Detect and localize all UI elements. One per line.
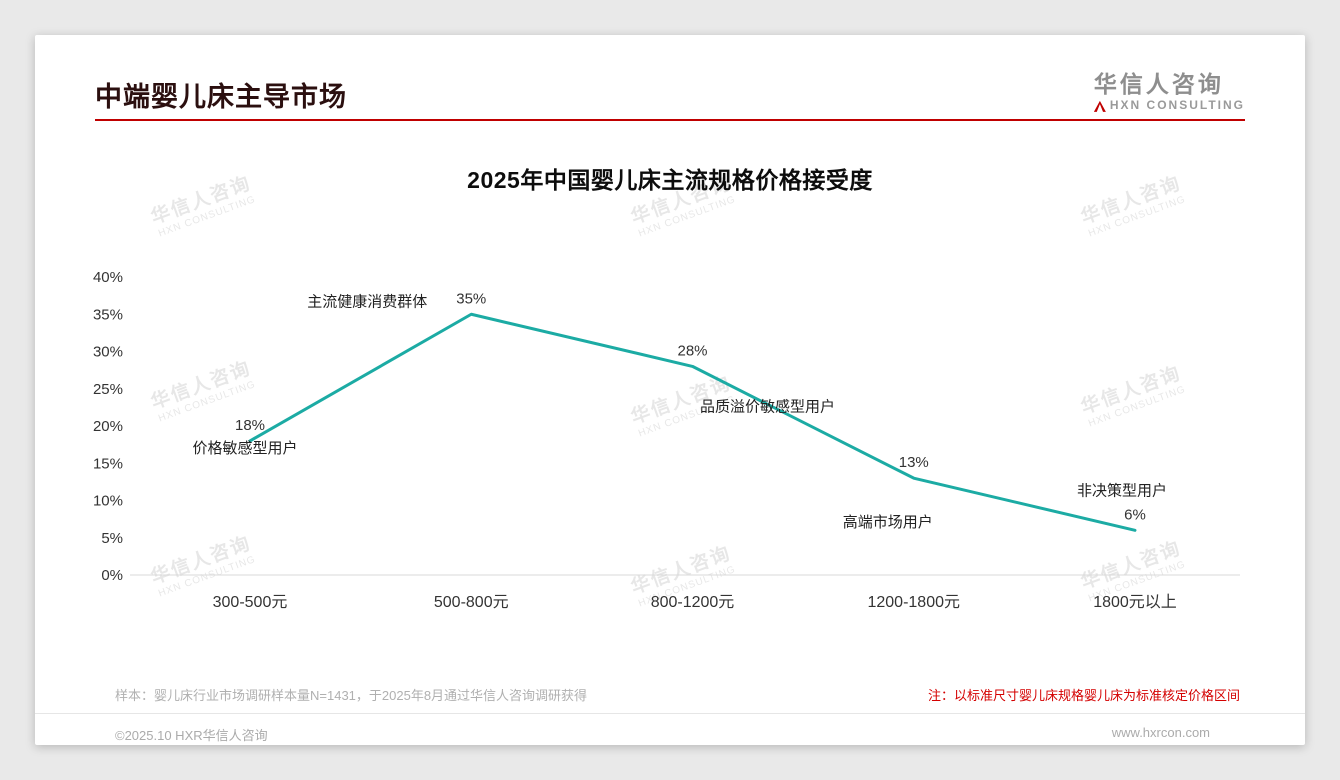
annotation-label: 非决策型用户 (1077, 482, 1167, 499)
x-axis-category-label: 500-800元 (434, 594, 509, 611)
website-text: www.hxrcon.com (1111, 725, 1210, 740)
logo-chinese-name: 华信人咨询 (1093, 71, 1224, 97)
y-axis-tick-label: 40% (93, 269, 123, 286)
company-logo: 华信人咨询 HXN CONSULTING (1093, 71, 1245, 113)
x-axis-category-label: 800-1200元 (651, 594, 735, 611)
pricing-standard-note: 注：以标准尺寸婴儿床规格婴儿床为标准核定价格区间 (927, 688, 1240, 703)
page-title: 中端婴儿床主导市场 (95, 82, 347, 112)
y-axis-tick-label: 20% (93, 418, 123, 435)
header-underline (95, 119, 1245, 121)
annotation-label: 价格敏感型用户 (192, 440, 297, 457)
x-axis-category-label: 300-500元 (213, 594, 288, 611)
y-axis-tick-label: 0% (101, 567, 123, 584)
price-acceptance-line-chart: 0% 5% 10% 15% 20% 25% 30% 35% 40% 300-500元 500-800… (93, 269, 1240, 611)
x-axis-category-label: 1200-1800元 (867, 594, 960, 611)
y-axis-tick-label: 15% (93, 455, 123, 472)
annotation-label: 品质溢价敏感型用户 (700, 398, 835, 415)
y-axis-tick-label: 30% (93, 344, 123, 361)
x-axis-category-label: 1800元以上 (1093, 593, 1177, 611)
data-point-value-label: 6% (1124, 506, 1146, 523)
logo-english-name: HXN CONSULTING (1109, 98, 1245, 113)
annotation-label: 高端市场用户 (843, 514, 933, 531)
copyright-text: ©2025.10 HXR华信人咨询 (115, 728, 268, 743)
footer-divider (35, 713, 1305, 714)
data-point-value-label: 35% (456, 290, 486, 307)
y-axis-tick-label: 35% (93, 306, 123, 323)
slide-card: 华信人咨询 HXN CONSULTING 华信人咨询 HXN CONSULTING 华信… (35, 35, 1305, 745)
y-axis-tick-label: 10% (93, 493, 123, 510)
data-point-value-label: 28% (677, 342, 707, 359)
y-axis-tick-label: 5% (101, 530, 123, 547)
data-point-value-label: 13% (899, 454, 929, 471)
annotation-label: 主流健康消费群体 (307, 293, 427, 310)
sample-footnote: 样本：婴儿床行业市场调研样本量N=1431，于2025年8月通过华信人咨询调研获… (115, 688, 588, 703)
chart-title: 2025年中国婴儿床主流规格价格接受度 (467, 167, 873, 193)
trend-line (248, 312, 1137, 532)
y-axis-tick-label: 25% (93, 381, 123, 398)
data-point-value-label: 18% (235, 417, 265, 434)
